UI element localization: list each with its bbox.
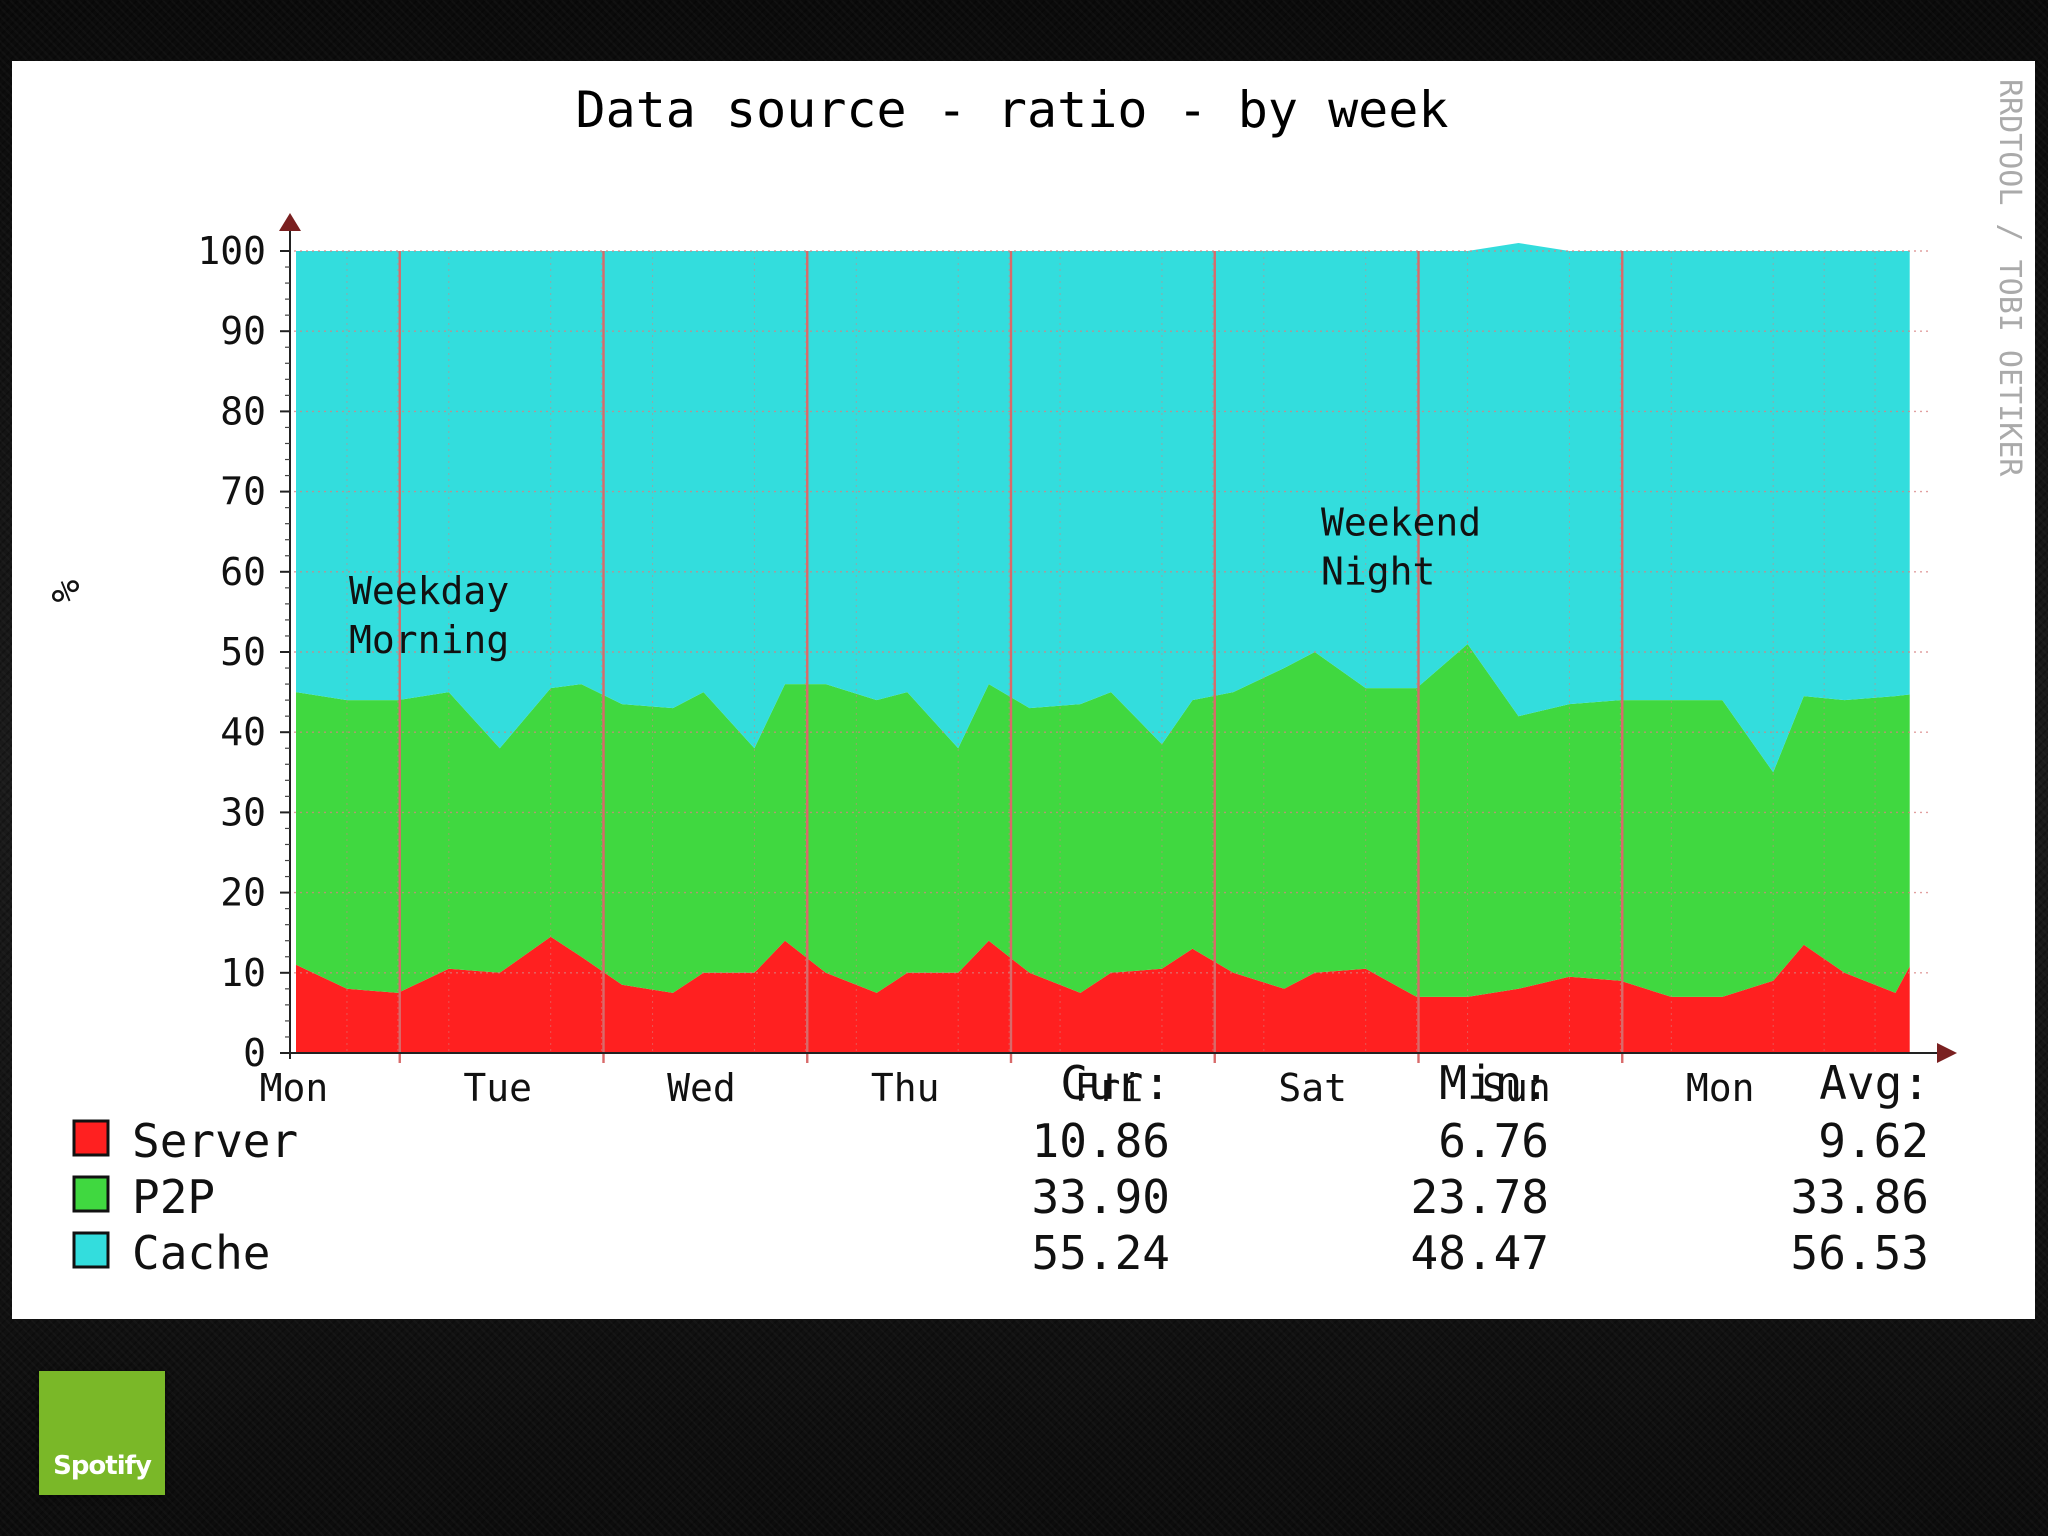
annotation-0-line-1: Morning bbox=[349, 618, 509, 662]
area-cache bbox=[296, 243, 1910, 773]
y-tick-label-100: 100 bbox=[197, 229, 266, 273]
legend-label-server: Server bbox=[132, 1114, 298, 1168]
y-axis-arrow bbox=[279, 213, 301, 231]
stacked-area-chart: Data source - ratio - by week RRDTOOL / … bbox=[43, 79, 2027, 1280]
stats-header-cur: Cur: bbox=[1060, 1056, 1171, 1110]
y-tick-label-90: 90 bbox=[220, 309, 266, 353]
y-tick-label-30: 30 bbox=[220, 790, 266, 834]
stat-cur-server: 10.86 bbox=[1032, 1114, 1170, 1168]
stat-avg-p2p: 33.86 bbox=[1791, 1170, 1929, 1224]
y-tick-label-0: 0 bbox=[243, 1031, 266, 1075]
x-tick-label-thu: Thu bbox=[871, 1066, 940, 1110]
y-axis-label: % bbox=[43, 580, 87, 603]
x-axis-arrow bbox=[1937, 1043, 1957, 1063]
rrdtool-watermark: RRDTOOL / TOBI OETIKER bbox=[1992, 79, 2027, 477]
stat-cur-cache: 55.24 bbox=[1032, 1226, 1170, 1280]
y-tick-label-10: 10 bbox=[220, 951, 266, 995]
stat-avg-server: 9.62 bbox=[1818, 1114, 1929, 1168]
annotation-1-line-0: Weekend bbox=[1321, 501, 1481, 545]
area-server bbox=[296, 936, 1910, 1053]
x-tick-label-sun: Sun bbox=[1482, 1066, 1551, 1110]
y-tick-label-60: 60 bbox=[220, 550, 266, 594]
legend-swatch-cache bbox=[72, 1231, 110, 1269]
legend-label-cache: Cache bbox=[132, 1226, 270, 1280]
spotify-logo: Spotify bbox=[39, 1371, 165, 1495]
x-tick-label-sat: Sat bbox=[1278, 1066, 1347, 1110]
x-tick-label-tue: Tue bbox=[463, 1066, 532, 1110]
y-tick-label-80: 80 bbox=[220, 389, 266, 433]
spotify-logo-text: Spotify bbox=[53, 1451, 152, 1481]
stat-cur-p2p: 33.90 bbox=[1032, 1170, 1170, 1224]
stat-min-p2p: 23.78 bbox=[1411, 1170, 1549, 1224]
y-tick-label-70: 70 bbox=[220, 470, 266, 514]
stat-min-server: 6.76 bbox=[1438, 1114, 1549, 1168]
y-tick-label-50: 50 bbox=[220, 630, 266, 674]
stat-avg-cache: 56.53 bbox=[1791, 1226, 1929, 1280]
stats-header-avg: Avg: bbox=[1819, 1056, 1930, 1110]
legend-swatch-p2p bbox=[72, 1175, 110, 1213]
x-tick-label-mon: Mon bbox=[1686, 1066, 1755, 1110]
x-tick-label-wed: Wed bbox=[667, 1066, 736, 1110]
y-tick-label-40: 40 bbox=[220, 710, 266, 754]
x-tick-label-mon: Mon bbox=[260, 1066, 329, 1110]
chart-panel: Data source - ratio - by week RRDTOOL / … bbox=[12, 61, 2035, 1319]
stats-header-min: Min: bbox=[1439, 1056, 1550, 1110]
annotation-0-line-0: Weekday bbox=[349, 569, 509, 613]
annotation-1-line-1: Night bbox=[1321, 550, 1435, 594]
x-tick-label-fri: Fri bbox=[1075, 1066, 1144, 1110]
legend-swatch-server bbox=[72, 1119, 110, 1157]
y-tick-label-20: 20 bbox=[220, 871, 266, 915]
chart-title: Data source - ratio - by week bbox=[576, 81, 1449, 139]
legend-label-p2p: P2P bbox=[132, 1170, 215, 1224]
stat-min-cache: 48.47 bbox=[1411, 1226, 1549, 1280]
